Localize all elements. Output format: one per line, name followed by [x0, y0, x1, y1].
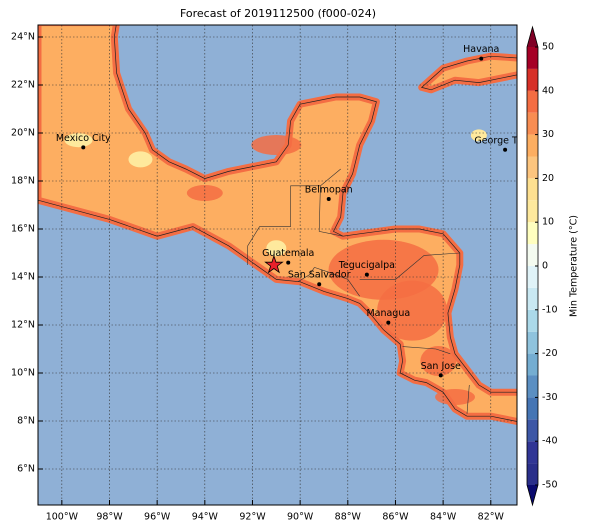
colorbar-band: [527, 244, 538, 266]
city-dot: [438, 373, 443, 378]
colorbar-label: Min Temperature (°C): [569, 215, 580, 317]
y-tick-label: 16°N: [11, 224, 35, 235]
colorbar-tick-label: -40: [542, 436, 558, 447]
y-tick-label: 6°N: [17, 464, 35, 475]
colorbar-band: [527, 90, 538, 113]
city-dot: [503, 147, 508, 152]
city-label: Guatemala: [262, 248, 314, 259]
city-dot: [326, 197, 331, 201]
x-tick-label: 96°W: [144, 512, 171, 523]
warm-zone: [377, 280, 448, 341]
city-dot: [364, 272, 369, 277]
y-tick-label: 20°N: [11, 128, 35, 139]
x-tick-label: 88°W: [335, 512, 362, 523]
colorbar-tick-label: -10: [542, 304, 558, 315]
city-dot: [479, 56, 484, 61]
colorbar-tick-label: -20: [542, 348, 558, 359]
coastline: [420, 55, 517, 91]
map-area: Havana Mexico City George Town Belmopan Guat…: [38, 25, 535, 505]
cool-zone: [470, 129, 487, 142]
city-label: George Town: [474, 135, 535, 146]
cool-zone: [266, 240, 287, 257]
border: [314, 267, 360, 297]
map-frame: [37, 24, 518, 506]
colorbar-tick-label: -50: [542, 480, 558, 491]
x-tick-label: 82°W: [478, 512, 505, 523]
border: [318, 185, 344, 237]
city-label: Tegucigalpa: [338, 260, 395, 271]
x-tick-label: 86°W: [382, 512, 409, 523]
colorbar-band: [527, 134, 538, 157]
colorbar-band: [527, 156, 538, 179]
colorbar-band: [527, 47, 538, 69]
city-label: Belmopan: [305, 185, 353, 196]
colorbar-band: [527, 68, 538, 91]
warm-zone: [420, 346, 457, 376]
x-tick-label: 92°W: [239, 512, 266, 523]
border: [297, 267, 315, 283]
colorbar-band: [527, 200, 538, 223]
colorbar-tick-label: 40: [542, 85, 554, 96]
colorbar-tick-label: 20: [542, 173, 554, 184]
colorbar-band: [527, 375, 538, 398]
city-dot: [286, 260, 291, 265]
y-tick-label: 18°N: [11, 176, 35, 187]
cool-zone: [128, 151, 153, 168]
x-tick-label: 90°W: [287, 512, 314, 523]
colorbar-band: [527, 222, 538, 245]
city-dot: [386, 320, 391, 325]
y-tick-label: 10°N: [11, 368, 35, 379]
title: Forecast of 2019112500 (f000-024): [180, 7, 376, 20]
colorbar-tick-label: -30: [542, 392, 558, 403]
city-label: Managua: [366, 308, 410, 319]
colorbar-tick-label: 0: [542, 261, 548, 272]
warm-zone: [251, 135, 302, 155]
colorbar-extend-low: [527, 485, 538, 505]
colorbar-tick-label: 30: [542, 129, 554, 140]
y-tick-label: 24°N: [11, 32, 35, 43]
colorbar-band: [527, 287, 538, 310]
city-label: San Jose: [421, 361, 461, 372]
colorbar-band: [527, 266, 538, 288]
colorbar-band: [527, 331, 538, 354]
colorbar-tick-label: 10: [542, 217, 554, 228]
border: [402, 346, 451, 355]
colorbar-tick-label: 50: [542, 42, 554, 53]
colorbar-band: [527, 353, 538, 376]
colorbar-band: [527, 309, 538, 332]
colorbar-band: [527, 178, 538, 201]
y-tick-label: 12°N: [11, 320, 35, 331]
coastline: [38, 25, 517, 422]
border: [359, 252, 460, 280]
colorbar-band: [527, 419, 538, 442]
city-label: Mexico City: [56, 133, 111, 144]
colorbar-band: [527, 397, 538, 420]
star-marker: [264, 254, 284, 274]
y-tick-label: 8°N: [17, 416, 35, 427]
colorbar-extend-high: [527, 27, 538, 47]
warm-zone: [435, 389, 476, 405]
city-dot: [81, 145, 86, 150]
x-tick-label: 94°W: [192, 512, 219, 523]
colorbar-band: [527, 441, 538, 464]
cool-zone: [64, 133, 93, 148]
x-tick-label: 98°W: [96, 512, 123, 523]
city-label: Havana: [463, 44, 499, 55]
city-label: San Salvador: [288, 270, 351, 281]
y-tick-label: 22°N: [11, 80, 35, 91]
city-dot: [317, 282, 322, 287]
x-tick-label: 100°W: [46, 512, 79, 523]
colorbar-band: [527, 112, 538, 135]
border: [466, 384, 470, 414]
x-tick-label: 84°W: [430, 512, 457, 523]
y-tick-label: 14°N: [11, 272, 35, 283]
colorbar-band: [527, 463, 538, 485]
